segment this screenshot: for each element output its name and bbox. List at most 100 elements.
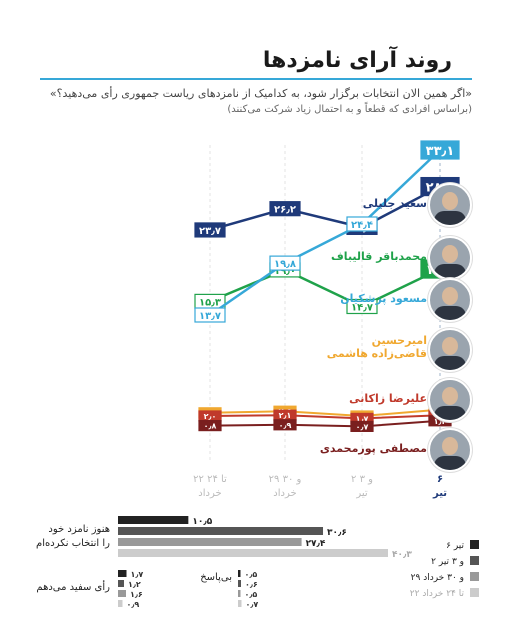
undecided-bar-1 [118,527,324,535]
data-label-4-1: ۲٫۱ [273,409,297,421]
series-line-3 [209,408,441,418]
x-tick-label: ۲ و ۳ تیر [351,474,373,499]
noanswer-value-1: ۰٫۶ [245,580,258,589]
legend-label-0: ۶ تیر [446,541,464,551]
photo-head [442,192,458,210]
blank-value-0: ۱٫۷ [131,570,144,579]
photo-body [434,264,466,278]
candidate-name: مسعود پزشکیان [340,292,427,305]
legend-swatch-1 [470,556,479,565]
data-label-2-3: ۳۳٫۱ [420,140,460,160]
data-label-box [350,420,374,432]
series-line-4 [209,414,441,420]
series-line-2 [209,149,441,317]
data-label-5-0: ۰٫۸ [198,420,222,432]
data-label-0-0: ۲۳٫۷ [194,222,226,238]
candidate-photo [428,278,472,322]
data-label-1-0: ۱۵٫۳ [194,293,226,309]
data-label-text: ۱۴٫۷ [351,302,373,313]
data-label-2-0: ۱۳٫۷ [194,307,226,323]
data-label-4-0: ۲٫۰ [198,410,222,422]
chart-title: روند آرای نامزدها [262,48,452,73]
candidate-photo [428,328,472,372]
legend-swatch-0 [470,540,479,549]
data-label-1-2: ۱۴٫۷ [346,298,378,315]
candidate-name-line: قاضی‌زاده هاشمی [326,347,427,360]
data-label-text: ۲٫۰ [204,412,217,421]
data-label-box [346,298,378,315]
data-label-text: ۰٫۸ [204,422,217,431]
undecided-title-line1: هنوز نامزد خود [48,524,110,535]
photo-body [434,456,466,470]
data-label-2-2: ۲۴٫۴ [346,216,378,232]
survey-question: «اگر همین الان انتخابات برگزار شود، به ک… [49,87,472,100]
noanswer-bar-2 [238,590,241,597]
title-underline [40,78,472,80]
candidate-photo [428,378,472,422]
data-label-0-1: ۲۶٫۲ [269,201,301,217]
data-label-text: ۰٫۹ [279,421,292,430]
data-label-text: ۱٫۷ [356,414,369,423]
candidate-photo [428,183,472,227]
data-label-box [273,419,297,431]
undecided-bar-0 [118,516,189,524]
photo-head [442,245,458,263]
undecided-bar-3 [118,549,388,557]
x-tick-label: ۶ تیر [432,474,447,499]
x-tick-part: خرداد [273,488,296,499]
data-label-text: ۱۹٫۰ [274,266,296,277]
data-label-text: ۱٫۴ [434,417,447,426]
series-line-5 [209,419,441,428]
x-tick-label: ۲۹ و ۳۰ خرداد [269,474,302,499]
undecided-value-0: ۱۰٫۵ [192,517,212,527]
data-label-text: ۱۹٫۸ [274,259,296,270]
x-tick-part: ۲۲ تا ۲۴ [193,474,227,485]
data-label-2-1: ۱۹٫۸ [269,255,301,271]
x-tick-part: خرداد [198,488,221,499]
x-tick-part: ۶ [437,474,443,485]
legend-label-3: ۲۲ تا ۲۴ خرداد [410,589,465,599]
undecided-value-1: ۳۰٫۶ [327,528,347,538]
x-tick-part: ۲ و ۳ [351,474,373,485]
photo-head [442,437,458,455]
noanswer-value-0: ۰٫۵ [245,570,258,579]
photo-head [442,387,458,405]
blank-bar-0 [118,570,127,577]
x-tick-part: تیر [355,488,368,499]
photo-body [434,211,466,225]
series-line-0 [209,185,441,232]
noanswer-bar-1 [238,580,241,587]
data-label-text: ۲۶٫۲ [274,205,296,216]
data-label-5-1: ۰٫۹ [273,419,297,431]
blank-value-2: ۱٫۶ [130,590,143,599]
undecided-value-3: ۴۰٫۳ [392,550,412,560]
x-tick-label: ۲۲ تا ۲۴ خرداد [193,474,227,499]
survey-note: (براساس افرادی که قطعاً و به احتمال زیاد… [227,104,472,115]
undecided-title-line2: را انتخاب نکرده‌ام [36,538,110,549]
candidate-photo [428,428,472,472]
x-tick-part: ۲۹ و ۳۰ [269,474,302,485]
noanswer-bar-0 [238,570,241,577]
data-label-box [194,307,226,323]
blank-bar-2 [118,590,126,597]
undecided-bar-2 [118,538,302,546]
blank-title: رأی سفید می‌دهم [36,580,110,593]
series-line-1 [209,267,441,308]
data-label-box [194,222,226,238]
noanswer-value-3: ۰٫۷ [246,600,259,609]
data-label-box [269,255,301,271]
x-tick-part: تیر [432,488,447,499]
candidate-name: علیرضا زاکانی [349,392,427,405]
blank-bar-3 [118,600,123,607]
data-label-text: ۲۳٫۷ [199,226,221,237]
photo-head [442,337,458,355]
blank-bar-1 [118,580,124,587]
data-label-box [198,420,222,432]
legend-label-2: ۲۹ و ۳۰ خرداد [411,573,464,583]
blank-value-1: ۱٫۲ [128,580,141,589]
noanswer-title: بی‌پاسخ [200,572,232,583]
noanswer-bar-3 [238,600,242,607]
data-label-5-2: ۰٫۷ [350,420,374,432]
candidate-name-line: امیرحسین [371,334,427,347]
